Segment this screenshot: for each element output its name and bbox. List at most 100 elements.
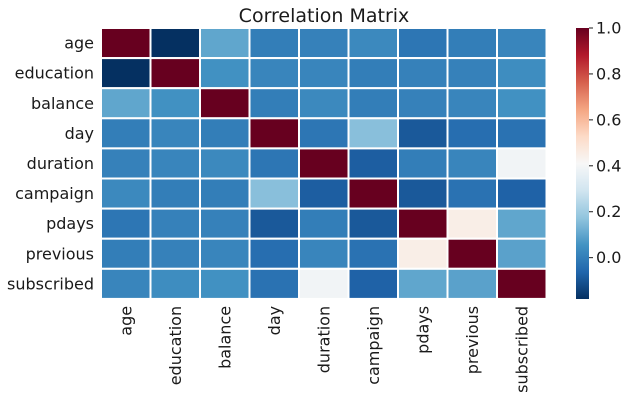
heatmap-cell-balance-duration [298,87,350,120]
heatmap-cell-campaign-duration [298,177,350,210]
heatmap-cell-day-campaign [347,117,399,150]
x-tick-label-pdays: pdays [413,306,432,354]
heatmap-cell-previous-campaign [347,237,399,270]
heatmap-cell-pdays-balance [199,207,251,240]
heatmap-cell-education-day [248,57,300,90]
heatmap-cell-duration-day [248,147,300,180]
heatmap-cell-day-previous [446,117,498,150]
heatmap-cell-subscribed-duration [298,267,350,300]
heatmap-cell-education-balance [199,57,251,90]
heatmap-cell-day-education [149,117,201,150]
x-tick-label-campaign: campaign [364,306,383,385]
heatmap-cell-education-subscribed [496,57,548,90]
heatmap-cell-education-education [149,57,201,90]
heatmap-cell-previous-previous [446,237,498,270]
heatmap-cell-campaign-education [149,177,201,210]
heatmap-cell-education-pdays [397,57,449,90]
heatmap-cell-pdays-subscribed [496,207,548,240]
heatmap-cell-previous-age [100,237,152,270]
heatmap-cell-previous-pdays [397,237,449,270]
heatmap-cell-previous-balance [199,237,251,270]
y-tick-label-subscribed: subscribed [7,274,94,293]
heatmap-cell-age-age [100,27,152,60]
heatmap-cell-duration-balance [199,147,251,180]
colorbar-tick-label: 1.0 [596,19,621,38]
heatmap-cell-duration-subscribed [496,147,548,180]
x-tick-label-day: day [265,306,284,335]
heatmap-cell-day-day [248,117,300,150]
y-tick-label-campaign: campaign [15,184,94,203]
heatmap-cell-age-balance [199,27,251,60]
heatmap-cell-balance-pdays [397,87,449,120]
heatmap-cell-pdays-campaign [347,207,399,240]
x-tick-label-previous: previous [463,306,482,374]
heatmap-cell-day-pdays [397,117,449,150]
y-axis-tick-labels: age education balance day duration campaign pd… [7,34,94,294]
heatmap-cell-age-pdays [397,27,449,60]
heatmap-cell-education-duration [298,57,350,90]
heatmap-cell-age-subscribed [496,27,548,60]
colorbar: 0.0 0.2 0.4 0.6 0.8 1.0 [576,19,621,299]
heatmap-cell-day-duration [298,117,350,150]
heatmap-cell-subscribed-age [100,267,152,300]
heatmap-cell-balance-campaign [347,87,399,120]
y-tick-label-duration: duration [27,154,94,173]
colorbar-tick-label: 0.0 [596,248,621,267]
heatmap-cell-duration-duration [298,147,350,180]
heatmap-cell-age-previous [446,27,498,60]
x-axis-tick-labels: age education balance day duration campaign pd… [116,306,531,393]
heatmap-cell-balance-age [100,87,152,120]
x-tick-label-education: education [166,306,185,385]
x-tick-label-duration: duration [314,306,333,373]
colorbar-tick-label: 0.6 [596,110,621,129]
y-tick-label-balance: balance [31,94,94,113]
heatmap-cell-education-age [100,57,152,90]
colorbar-gradient [576,28,589,299]
heatmap-cell-balance-day [248,87,300,120]
heatmap-cell-duration-age [100,147,152,180]
heatmap-cell-campaign-subscribed [496,177,548,210]
x-tick-label-balance: balance [215,306,234,369]
heatmap-cell-previous-duration [298,237,350,270]
heatmap-cell-balance-education [149,87,201,120]
y-tick-label-previous: previous [26,244,94,263]
heatmap-cell-duration-pdays [397,147,449,180]
y-tick-label-pdays: pdays [46,214,94,233]
heatmap-cell-campaign-previous [446,177,498,210]
x-tick-label-age: age [116,306,135,336]
heatmap-cell-pdays-day [248,207,300,240]
heatmap-cell-subscribed-subscribed [496,267,548,300]
heatmap-cell-pdays-duration [298,207,350,240]
heatmap-cell-day-balance [199,117,251,150]
chart-title: Correlation Matrix [239,5,410,27]
heatmap-cell-education-campaign [347,57,399,90]
heatmap-cell-balance-previous [446,87,498,120]
heatmap-cells [100,27,548,300]
x-tick-label-subscribed: subscribed [512,306,531,393]
heatmap-cell-day-age [100,117,152,150]
heatmap-cell-pdays-age [100,207,152,240]
heatmap-cell-pdays-pdays [397,207,449,240]
heatmap-cell-subscribed-previous [446,267,498,300]
heatmap-cell-pdays-education [149,207,201,240]
heatmap-cell-age-education [149,27,201,60]
heatmap-cell-education-previous [446,57,498,90]
heatmap-cell-duration-previous [446,147,498,180]
colorbar-tick-label: 0.2 [596,202,621,221]
heatmap-cell-campaign-pdays [397,177,449,210]
heatmap-cell-balance-balance [199,87,251,120]
heatmap-cell-duration-campaign [347,147,399,180]
colorbar-tick-label: 0.4 [596,156,621,175]
heatmap-cell-balance-subscribed [496,87,548,120]
heatmap-cell-previous-subscribed [496,237,548,270]
heatmap-cell-duration-education [149,147,201,180]
heatmap-cell-age-duration [298,27,350,60]
heatmap-cell-campaign-balance [199,177,251,210]
heatmap-cell-pdays-previous [446,207,498,240]
heatmap-cell-subscribed-campaign [347,267,399,300]
y-tick-label-day: day [65,124,94,143]
y-tick-label-age: age [64,34,94,53]
heatmap-cell-campaign-age [100,177,152,210]
colorbar-tick-label: 0.8 [596,64,621,83]
